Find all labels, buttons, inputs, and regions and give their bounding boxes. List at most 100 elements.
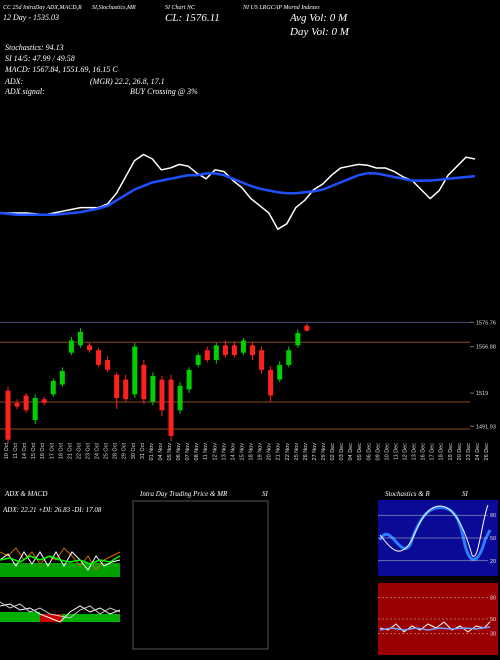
x-tick-label: 04 Nov (158, 443, 164, 461)
y-tick-label: 1491.93 (476, 424, 496, 430)
macd-line (0, 603, 121, 623)
candle-body (96, 350, 102, 365)
volume-text: Day Vol: 0 M (289, 26, 350, 38)
candle-body (114, 374, 120, 398)
candle-body (277, 364, 283, 380)
adx-line (0, 555, 121, 565)
candle-body (14, 402, 20, 407)
candle-body (222, 345, 228, 356)
y-tick-label: 20 (490, 559, 496, 565)
x-tick-label: 17 Dec (430, 443, 436, 461)
x-tick-label: 16 Oct (40, 443, 46, 460)
x-tick-label: 04 Dec (348, 443, 354, 461)
x-tick-label: 11 Dec (393, 443, 399, 460)
macd-panel (0, 601, 121, 623)
candle-body (240, 340, 246, 353)
stochastics-line (379, 504, 489, 557)
candle-body (32, 398, 38, 421)
panel-title: SI (462, 490, 469, 498)
adx-line (0, 550, 121, 571)
x-tick-label: 20 Nov (267, 443, 273, 461)
adx-line (0, 547, 121, 571)
x-tick-label: 19 Dec (448, 443, 454, 461)
x-tick-label: 05 Dec (357, 443, 363, 461)
x-tick-label: 01 Nov (149, 443, 155, 461)
panel-title: SI (262, 490, 269, 498)
candle-body (286, 350, 292, 365)
x-tick-label: 13 Dec (412, 443, 418, 461)
candle-body (5, 390, 11, 440)
x-tick-label: 15 Nov (239, 443, 245, 461)
y-tick-label: 50 (490, 617, 496, 623)
indicator-text: SI 14/5: 47.99 / 49.58 (5, 54, 75, 63)
x-tick-label: 23 Dec (466, 443, 472, 461)
x-tick-label: 11 Nov (203, 443, 209, 460)
stochastics-line (378, 506, 492, 561)
adx-label: ADX: 22.21 +DI: 26.83 -DI: 17.08 (2, 506, 102, 514)
x-tick-label: 31 Oct (140, 443, 146, 460)
y-tick-label: 1576.76 (476, 320, 496, 326)
x-tick-label: 13 Nov (221, 443, 227, 461)
candle-body (50, 380, 56, 395)
candle-body (77, 331, 83, 346)
macd-line (0, 601, 121, 619)
indicator-text: ADX: (4, 77, 24, 86)
x-tick-label: 25 Nov (294, 443, 300, 461)
candle-body (231, 345, 237, 356)
indicator-text: Stochastics: 94.13 (5, 43, 64, 52)
x-tick-label: 19 Nov (258, 443, 264, 461)
x-tick-label: 30 Oct (131, 443, 137, 460)
candle-body (105, 360, 111, 370)
x-tick-label: 22 Nov (285, 443, 291, 461)
candle-body (132, 346, 138, 395)
panel-title: Intra Day Trading Price & MR (139, 490, 228, 498)
candle-body (195, 355, 201, 365)
candle-body (268, 369, 274, 396)
header-text: CC 25d IntraDay ADX,MACD,R (3, 5, 82, 11)
rsi-line (379, 626, 491, 631)
x-tick-label: 24 Dec (475, 443, 481, 461)
indicator-text: BUY Crossing @ 3% (130, 87, 198, 96)
candle-body (177, 385, 183, 411)
y-tick-label: 50 (490, 536, 496, 542)
x-tick-label: 12 Dec (402, 443, 408, 461)
candle-body (159, 379, 165, 411)
panel-title: ADX & MACD (4, 490, 47, 498)
adx-panel: ADX: 22.21 +DI: 26.83 -DI: 17.08 (0, 506, 121, 577)
volume-text: Avg Vol: 0 M (289, 12, 348, 24)
x-tick-label: 10 Oct (4, 443, 10, 460)
candle-body (295, 333, 301, 346)
candle-body (68, 340, 74, 353)
candle-body (304, 325, 310, 331)
indicator-line (0, 153, 476, 231)
panel-title: Stochastics & R (385, 490, 430, 498)
x-tick-label: 11 Oct (13, 443, 19, 459)
header-text: NI US LRGCAP Mornd Indexes (242, 5, 320, 11)
header-text: SI,Stochastics,MR (92, 5, 136, 11)
indicator-line (0, 172, 476, 217)
x-tick-label: 25 Oct (104, 443, 110, 460)
y-tick-label: 1519 (476, 391, 488, 397)
candle-body (186, 369, 192, 390)
y-tick-label: 1556.88 (476, 345, 496, 351)
indicator-text: ADX signal: (4, 87, 45, 96)
x-tick-label: 08 Nov (194, 443, 200, 461)
candle-body (204, 350, 210, 361)
x-tick-label: 16 Dec (421, 443, 427, 461)
x-tick-label: 17 Oct (49, 443, 55, 460)
x-tick-label: 21 Nov (276, 443, 282, 461)
x-tick-label: 24 Oct (95, 443, 101, 460)
x-tick-label: 18 Nov (249, 443, 255, 461)
x-tick-label: 02 Dec (330, 443, 336, 461)
indicator-text: (MGR) 22.2, 26.8, 17.1 (90, 77, 165, 86)
x-tick-label: 26 Dec (484, 443, 490, 461)
x-tick-label: 14 Oct (22, 443, 28, 460)
candle-body (168, 379, 174, 436)
x-tick-label: 12 Nov (212, 443, 218, 461)
x-tick-label: 10 Dec (384, 443, 390, 461)
x-tick-label: 21 Oct (67, 443, 73, 460)
x-tick-label: 29 Oct (122, 443, 128, 460)
y-tick-label: 30 (490, 631, 496, 637)
x-tick-label: 26 Nov (303, 443, 309, 461)
adx-area (0, 563, 120, 577)
